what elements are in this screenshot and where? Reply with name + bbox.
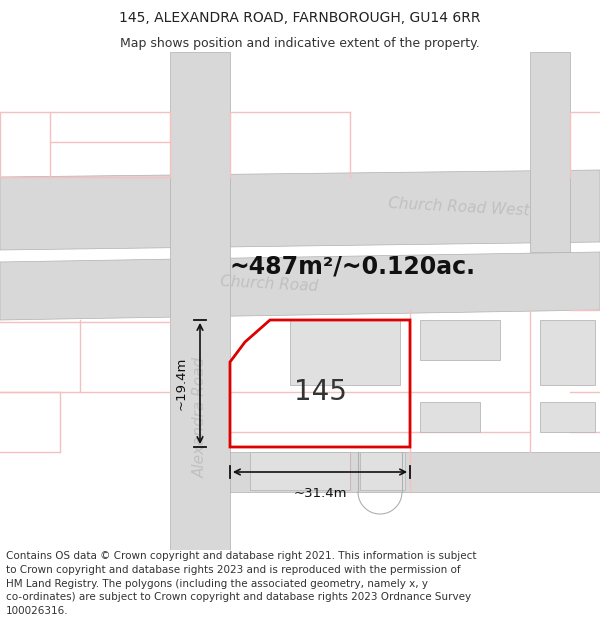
Polygon shape (0, 170, 600, 250)
Text: Church Road: Church Road (220, 274, 319, 294)
Text: 145: 145 (293, 378, 346, 406)
Text: Map shows position and indicative extent of the property.: Map shows position and indicative extent… (120, 38, 480, 51)
Bar (420, 402, 480, 432)
Text: Alexandra Road: Alexandra Road (193, 356, 208, 478)
Bar (250, 452, 350, 490)
Text: ~487m²/~0.120ac.: ~487m²/~0.120ac. (230, 255, 476, 279)
Text: 145, ALEXANDRA ROAD, FARNBOROUGH, GU14 6RR: 145, ALEXANDRA ROAD, FARNBOROUGH, GU14 6… (119, 11, 481, 26)
Bar (540, 320, 595, 385)
Text: ~31.4m: ~31.4m (293, 487, 347, 499)
Polygon shape (170, 52, 230, 550)
Polygon shape (230, 452, 600, 492)
Bar (290, 320, 400, 385)
Text: ~19.4m: ~19.4m (175, 357, 188, 410)
Polygon shape (530, 52, 570, 252)
Bar (420, 320, 500, 360)
Text: Contains OS data © Crown copyright and database right 2021. This information is : Contains OS data © Crown copyright and d… (6, 551, 476, 616)
Text: Church Road West: Church Road West (388, 196, 530, 218)
Polygon shape (0, 252, 600, 320)
Bar (540, 402, 595, 432)
Bar (360, 452, 405, 490)
